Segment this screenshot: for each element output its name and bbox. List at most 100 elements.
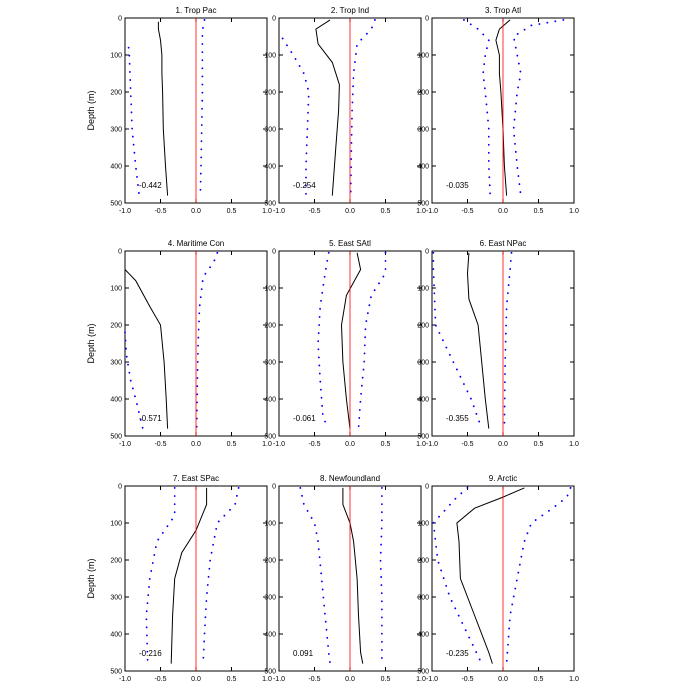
y-tick-label: 100: [417, 521, 429, 528]
series-upper: [512, 18, 565, 197]
x-tick-label: -1.0: [426, 676, 438, 683]
series-upper: [202, 486, 240, 665]
panel-1: 1. Trop Pac -1.0 -0.5 0.0 0.5 1.0 0 100 200 300 40…: [110, 6, 272, 215]
x-tick-label: -0.5: [154, 676, 166, 683]
panel-title: 4. Maritime Con: [168, 239, 224, 248]
correlation-value: -0.254: [293, 181, 316, 190]
series-lower: [462, 18, 492, 197]
x-tick-label: -0.5: [308, 208, 320, 215]
y-tick-label: 100: [264, 53, 276, 60]
y-tick-label: 100: [417, 53, 429, 60]
x-tick-label: 0.0: [191, 676, 201, 683]
y-tick-label: 200: [417, 323, 429, 330]
y-tick-label: 300: [417, 360, 429, 367]
x-tick-label: -0.5: [461, 208, 473, 215]
series-lower: [317, 251, 330, 430]
correlation-value: -0.061: [293, 414, 316, 423]
x-tick-label: 1.0: [569, 441, 579, 448]
y-tick-label: 300: [417, 127, 429, 134]
y-tick-label: 200: [417, 90, 429, 97]
series-mean: [495, 19, 511, 196]
y-tick-label: 400: [417, 632, 429, 639]
series-lower: [145, 486, 176, 665]
y-tick-label: 400: [417, 164, 429, 171]
panel-title: 5. East SAtl: [329, 239, 371, 248]
y-tick-label: 0: [272, 484, 276, 491]
y-tick-label: 0: [272, 249, 276, 256]
y-tick-label: 500: [417, 434, 429, 441]
series-mean: [124, 269, 169, 429]
y-tick-label: 500: [417, 669, 429, 676]
y-tick-label: 500: [110, 669, 122, 676]
x-tick-label: 0.0: [498, 676, 508, 683]
x-tick-label: 1.0: [416, 676, 426, 683]
y-axis-label-row-3: Depth (m): [86, 558, 96, 598]
correlation-value: -0.035: [446, 181, 469, 190]
correlation-value: -0.442: [139, 181, 162, 190]
x-tick-label: 0.0: [345, 676, 355, 683]
y-tick-label: 300: [110, 595, 122, 602]
y-tick-label: 0: [118, 484, 122, 491]
series-lower: [432, 486, 483, 665]
x-tick-label: -1.0: [119, 676, 131, 683]
x-tick-label: -0.5: [154, 208, 166, 215]
x-tick-label: 1.0: [569, 208, 579, 215]
x-tick-label: -1.0: [119, 441, 131, 448]
x-tick-label: 0.0: [498, 208, 508, 215]
y-tick-label: 500: [264, 434, 276, 441]
panel-title: 1. Trop Pac: [176, 6, 217, 15]
panel-title: 7. East SPac: [173, 474, 219, 483]
series-mean: [340, 252, 362, 429]
x-tick-label: -0.5: [308, 441, 320, 448]
y-tick-label: 500: [417, 201, 429, 208]
y-axis-label-row-1: Depth (m): [86, 90, 96, 130]
correlation-value: -0.216: [139, 649, 162, 658]
series-lower: [281, 37, 310, 197]
x-tick-label: 0.5: [227, 208, 237, 215]
x-tick-label: 0.5: [534, 441, 544, 448]
series-upper: [505, 486, 572, 665]
x-tick-label: 0.0: [345, 441, 355, 448]
y-tick-label: 0: [425, 249, 429, 256]
y-tick-label: 300: [417, 595, 429, 602]
series-lower: [127, 46, 141, 197]
x-tick-label: 1.0: [262, 441, 272, 448]
x-tick-label: 0.5: [534, 676, 544, 683]
panel-2: 2. Trop Ind -1.0 -0.5 0.0 0.5 1.0 0 100 200 300 40…: [264, 6, 426, 215]
y-tick-label: 100: [110, 53, 122, 60]
correlation-value: 0.091: [293, 649, 314, 658]
y-tick-label: 500: [110, 434, 122, 441]
y-tick-label: 400: [110, 164, 122, 171]
series-lower: [124, 331, 144, 430]
panel-title: 3. Trop Atl: [485, 6, 521, 15]
x-tick-label: -1.0: [426, 208, 438, 215]
panel-3: 3. Trop Atl -1.0 -0.5 0.0 0.5 1.0 0 100 200 300 40…: [417, 6, 579, 215]
x-tick-label: -1.0: [426, 441, 438, 448]
y-tick-label: 200: [264, 558, 276, 565]
y-tick-label: 0: [425, 16, 429, 23]
x-tick-label: -0.5: [154, 441, 166, 448]
y-tick-label: 400: [264, 397, 276, 404]
y-tick-label: 400: [110, 397, 122, 404]
x-tick-label: -1.0: [273, 208, 285, 215]
panel-title: 2. Trop Ind: [331, 6, 369, 15]
series-upper: [195, 251, 219, 430]
series-upper: [199, 18, 206, 197]
panel-7: 7. East SPac -1.0 -0.5 0.0 0.5 1.0 0 100 200 300 4…: [110, 474, 272, 683]
y-tick-label: 100: [264, 521, 276, 528]
correlation-value: -0.235: [446, 649, 469, 658]
x-tick-label: -0.5: [461, 441, 473, 448]
y-tick-label: 300: [110, 360, 122, 367]
y-tick-label: 300: [264, 595, 276, 602]
series-mean: [170, 487, 208, 664]
series-upper: [503, 251, 513, 430]
y-tick-label: 200: [417, 558, 429, 565]
y-tick-label: 0: [118, 249, 122, 256]
x-tick-label: 1.0: [416, 441, 426, 448]
y-tick-label: 300: [110, 127, 122, 134]
y-tick-label: 100: [110, 286, 122, 293]
panel-title: 8. Newfoundland: [320, 474, 380, 483]
x-tick-label: 0.5: [381, 676, 391, 683]
y-tick-label: 500: [110, 201, 122, 208]
y-tick-label: 200: [110, 90, 122, 97]
